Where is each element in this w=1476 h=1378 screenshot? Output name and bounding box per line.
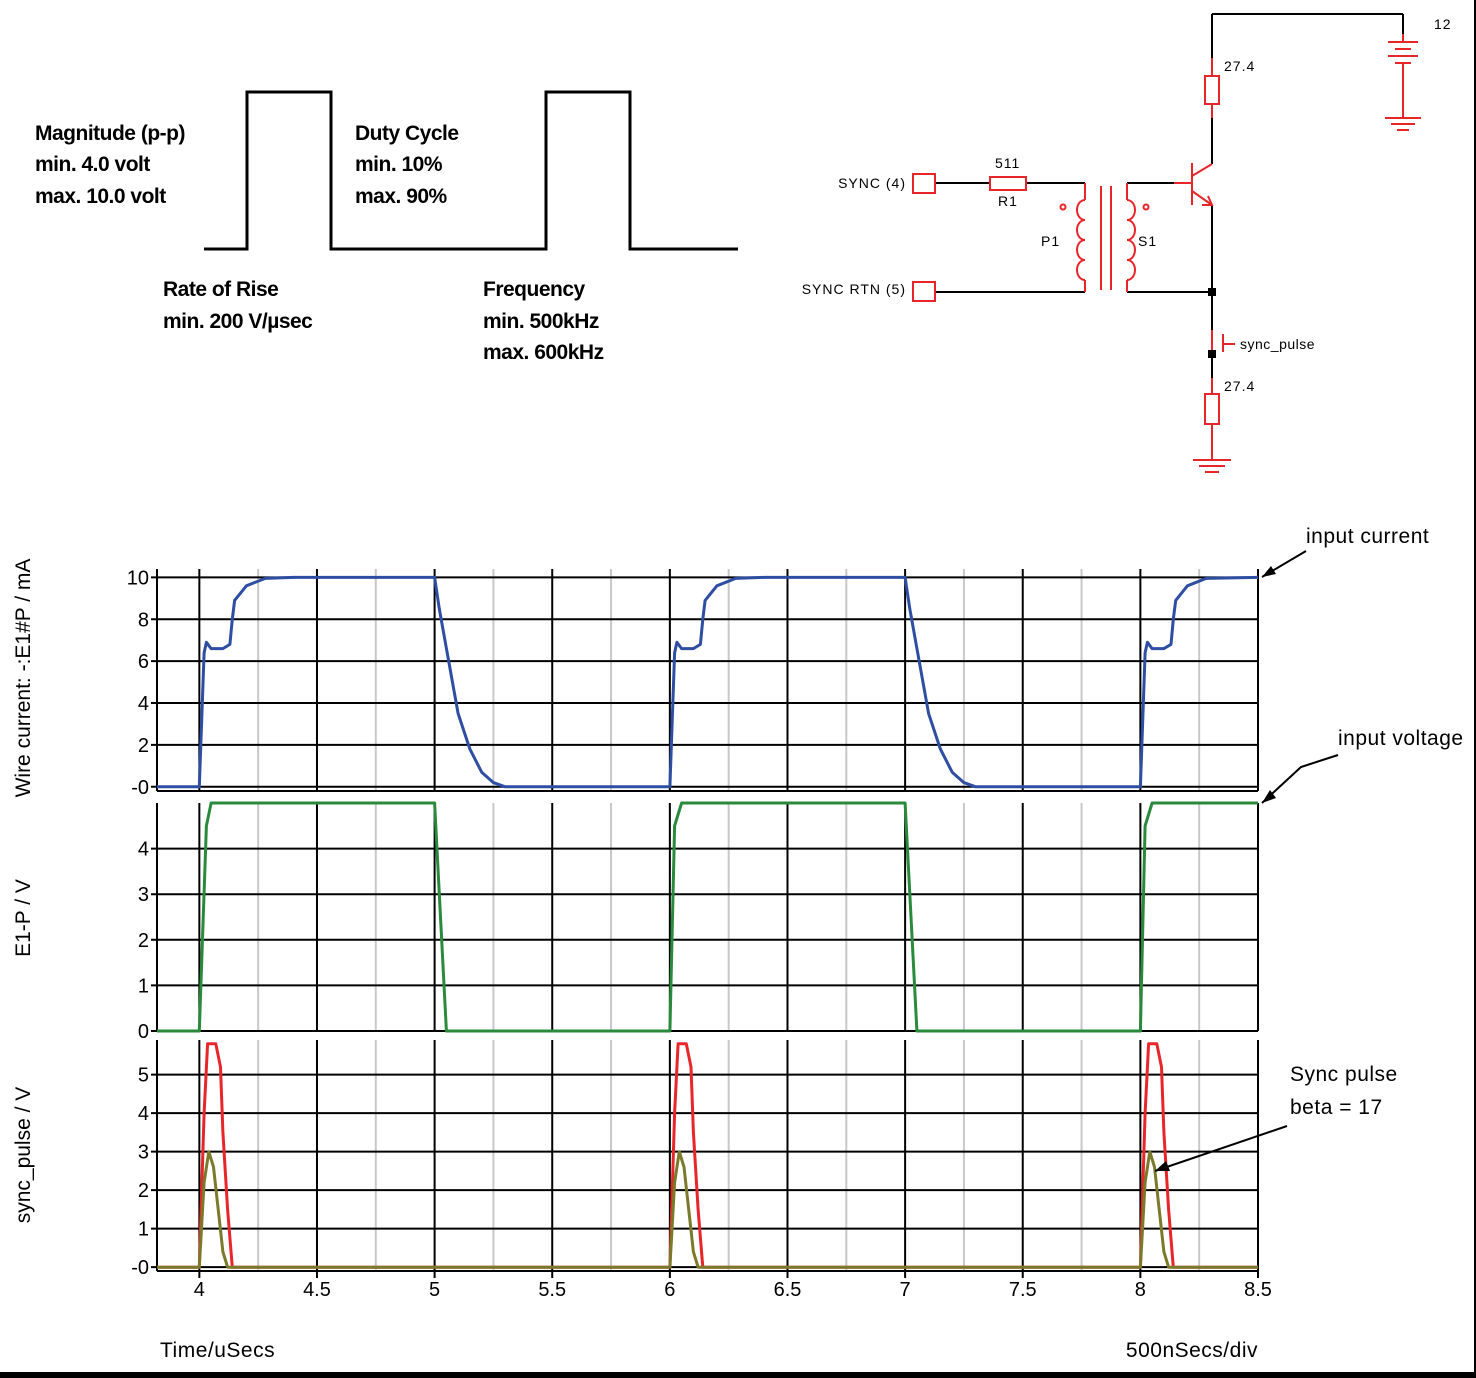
series-line [157, 575, 1259, 789]
probe-label: sync_pulse [1240, 336, 1315, 352]
current-plot: -0 2 4 6 8 10 Wire current: -:E1#P / mA [12, 559, 1259, 799]
sync-plot-series [157, 1042, 1258, 1269]
p1-label: P1 [1041, 233, 1060, 249]
x-tick-label: 6.5 [774, 1279, 802, 1301]
y-tick-label: 2 [138, 1180, 149, 1202]
collector-resistor-value: 27.4 [1224, 58, 1255, 74]
magnitude-title: Magnitude (p-p) [35, 122, 185, 145]
x-tick-label: 4 [194, 1279, 205, 1301]
r1-resistor [989, 176, 1027, 191]
frequency-min: min. 500kHz [483, 310, 599, 333]
frequency-max: max. 600kHz [483, 341, 604, 364]
input-voltage-arrowhead [1262, 790, 1276, 803]
magnitude-min: min. 4.0 volt [35, 153, 150, 176]
collector-resistor [1204, 75, 1220, 105]
x-tick-label: 5 [429, 1279, 440, 1301]
y-tick-label: 1 [138, 975, 149, 997]
sync-plot-ylabel: sync_pulse / V [12, 1087, 35, 1224]
time-scale-label: 500nSecs/div [1126, 1339, 1258, 1362]
y-tick-label: -0 [131, 777, 149, 799]
x-tick-label: 5.5 [538, 1279, 566, 1301]
y-tick-label: 10 [127, 567, 149, 589]
y-tick-label: 6 [138, 651, 149, 673]
sync-connector [912, 173, 936, 194]
y-tick-label: 3 [138, 1142, 149, 1164]
sync-pulse-annotation: Sync pulse [1290, 1063, 1398, 1086]
current-plot-series [157, 575, 1259, 789]
sync-plot-xticks: 4 4.5 5 5.5 6 6.5 7 7.5 8 8.5 [194, 1271, 1272, 1301]
magnitude-max: max. 10.0 volt [35, 185, 166, 208]
y-tick-label: 5 [138, 1065, 149, 1087]
rate-of-rise-min: min. 200 V/µsec [163, 310, 313, 333]
s1-label: S1 [1138, 233, 1157, 249]
y-tick-label: 2 [138, 930, 149, 952]
emitter-resistor-value: 27.4 [1224, 378, 1255, 394]
y-tick-label: 2 [138, 735, 149, 757]
series-line [157, 1042, 1258, 1269]
current-plot-yticks: -0 2 4 6 8 10 [127, 567, 149, 798]
frequency-title: Frequency [483, 278, 586, 301]
x-tick-label: 8.5 [1244, 1279, 1272, 1301]
y-tick-label: -0 [131, 1257, 149, 1279]
sync-label: SYNC (4) [838, 175, 906, 191]
current-plot-ylabel: Wire current: -:E1#P / mA [12, 559, 35, 798]
r1-value: 511 [995, 155, 1020, 171]
npn-transistor [1174, 163, 1214, 206]
y-tick-label: 4 [138, 839, 149, 861]
x-tick-label: 6 [664, 1279, 675, 1301]
rate-of-rise-title: Rate of Rise [163, 278, 278, 301]
junction-dot [1208, 350, 1216, 358]
duty-cycle-min: min. 10% [355, 153, 443, 176]
sync-plot-grid [151, 1040, 1259, 1272]
junction-dot [1208, 288, 1216, 296]
input-voltage-annotation: input voltage [1338, 727, 1464, 750]
y-tick-label: 0 [138, 1021, 149, 1043]
schematic-labels: 12 27.4 511 R1 SYNC (4) SYNC RTN (5) P1 … [802, 16, 1452, 394]
timing-spec: Magnitude (p-p) min. 4.0 volt max. 10.0 … [35, 90, 738, 364]
voltage-plot-grid [151, 803, 1259, 1032]
sync-pulse-arrow [1154, 1125, 1288, 1172]
duty-cycle-max: max. 90% [355, 185, 448, 208]
voltage-plot-ylabel: E1-P / V [12, 879, 35, 957]
x-tick-label: 7.5 [1009, 1279, 1037, 1301]
series-line [157, 1150, 1258, 1269]
r1-ref: R1 [998, 193, 1018, 209]
sync-rtn-label: SYNC RTN (5) [802, 281, 906, 297]
x-tick-label: 7 [900, 1279, 911, 1301]
input-voltage-arrow [1261, 754, 1339, 804]
x-tick-label: 8 [1135, 1279, 1146, 1301]
y-tick-label: 3 [138, 884, 149, 906]
input-current-arrowhead [1262, 566, 1276, 577]
duty-cycle-title: Duty Cycle [355, 122, 459, 145]
emitter-resistor [1204, 393, 1220, 425]
x-axis-label: Time/uSecs [160, 1339, 275, 1362]
voltage-plot-series [157, 801, 1258, 1033]
battery-symbol [1385, 34, 1421, 131]
annotations: input current input voltage Sync pulse b… [160, 525, 1464, 1362]
y-tick-label: 1 [138, 1219, 149, 1241]
sync-plot-yticks: -0 1 2 3 4 5 [131, 1065, 149, 1280]
schematic-components [912, 34, 1421, 473]
ground-symbol [1193, 459, 1231, 473]
voltage-plot-yticks: 0 1 2 3 4 [138, 839, 149, 1043]
x-tick-label: 4.5 [303, 1279, 331, 1301]
y-tick-label: 4 [138, 693, 149, 715]
sync-plot: -0 1 2 3 4 5 4 4.5 5 5.5 6 6.5 7 7.5 8 8.5 sync_pulse … [12, 1040, 1272, 1301]
y-tick-label: 4 [138, 1103, 149, 1125]
input-current-annotation: input current [1306, 525, 1429, 548]
sync-beta-annotation: beta = 17 [1290, 1096, 1383, 1119]
voltage-plot: 0 1 2 3 4 E1-P / V [12, 801, 1259, 1043]
transformer [1059, 183, 1150, 292]
series-line [157, 801, 1258, 1033]
supply-voltage-label: 12 [1434, 16, 1452, 32]
sync-rtn-connector [912, 281, 936, 302]
timing-waveform [204, 90, 738, 251]
schematic [912, 13, 1421, 473]
y-tick-label: 8 [138, 609, 149, 631]
sync-pulse-arrowhead [1155, 1161, 1170, 1171]
